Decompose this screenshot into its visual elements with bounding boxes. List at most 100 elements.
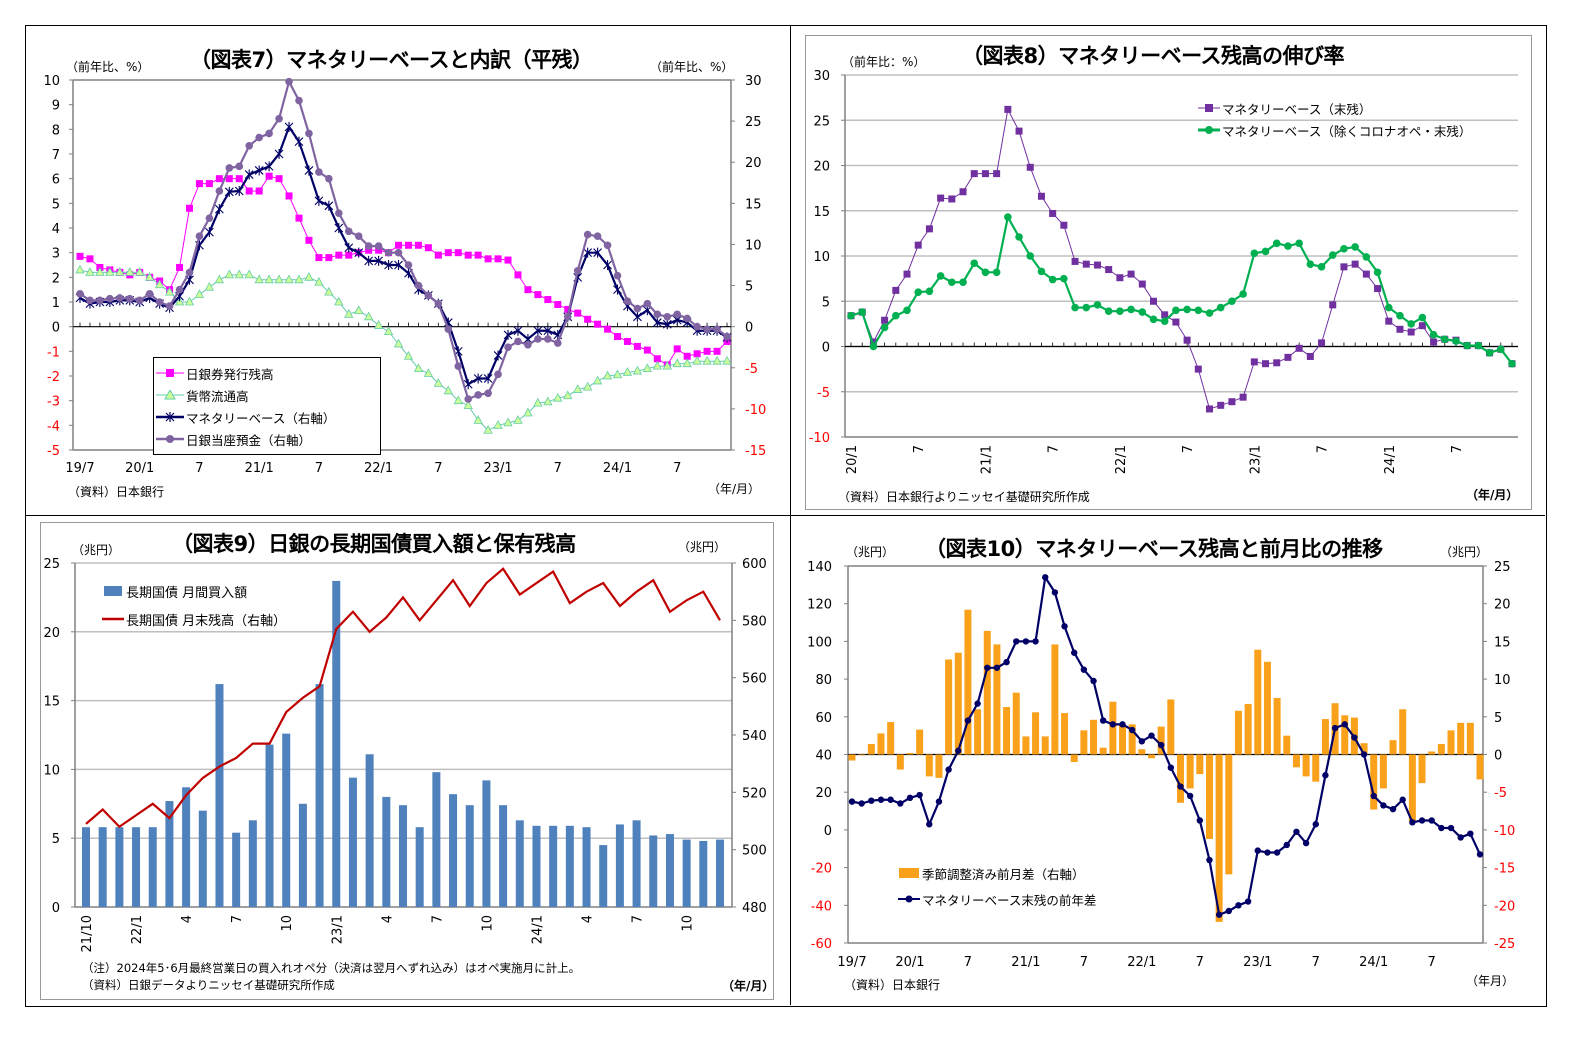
x-tick-label: 7: [554, 461, 562, 476]
y-right-tick-label: 520: [742, 786, 767, 801]
circle-marker: [1418, 817, 1426, 824]
legend-label: マネタリーベース（右軸）: [186, 410, 336, 426]
circle-marker: [945, 766, 952, 773]
circle-marker: [903, 306, 911, 315]
square-marker: [554, 300, 562, 308]
bar: [332, 580, 341, 907]
circle-marker: [1128, 726, 1136, 734]
bar: [1012, 692, 1020, 755]
square-marker: [1037, 192, 1045, 200]
triangle-marker: [722, 355, 732, 365]
circle-marker: [1429, 330, 1438, 339]
square-marker: [643, 346, 651, 354]
y-right-tick-label: 0: [745, 321, 753, 336]
star-marker: [254, 165, 264, 176]
star-marker: [314, 195, 324, 206]
square-marker: [514, 271, 522, 279]
triangle-marker: [194, 289, 205, 299]
bar: [945, 659, 953, 755]
circle-marker: [1447, 824, 1455, 832]
bar: [1437, 743, 1445, 755]
star-marker: [533, 325, 543, 336]
y-left-tick-label: 40: [815, 749, 832, 764]
circle-marker: [434, 299, 443, 308]
triangle-marker: [453, 395, 463, 405]
star-marker: [473, 373, 483, 384]
x-tick-label: 21/1: [1011, 955, 1040, 970]
square-marker: [1262, 360, 1270, 368]
square-marker: [1060, 221, 1068, 229]
circle-marker: [1254, 847, 1261, 854]
circle-marker: [1351, 734, 1358, 741]
y-left-tick-label: 140: [807, 560, 832, 575]
x-tick-label: 7: [195, 461, 203, 476]
bar: [1457, 722, 1465, 755]
circle-marker: [1250, 249, 1259, 258]
square-marker: [1105, 266, 1113, 274]
star-marker: [205, 227, 214, 238]
x-tick-label: 19/7: [837, 955, 866, 970]
circle-marker: [858, 800, 865, 807]
fig10-left-axis-unit: （兆円）: [846, 545, 895, 559]
x-tick-label: 23/1: [330, 915, 345, 944]
fig8-x-axis-unit: （年/月）: [1466, 488, 1519, 502]
square-marker: [534, 291, 542, 299]
bar: [82, 827, 90, 907]
legend-item: 日銀当座預金（右軸）: [156, 428, 370, 450]
triangle-marker: [105, 267, 115, 276]
circle-marker: [1467, 830, 1474, 837]
circle-marker: [1090, 677, 1097, 685]
circle-marker: [1409, 819, 1416, 826]
circle-marker: [1399, 796, 1406, 803]
bar: [935, 754, 943, 778]
bar: [699, 840, 708, 907]
bar: [1022, 736, 1030, 755]
triangle-marker: [344, 308, 354, 318]
triangle-marker: [294, 274, 304, 284]
y-right-tick-label: 25: [745, 115, 762, 130]
circle-marker: [1341, 721, 1348, 728]
bar: [1041, 736, 1049, 755]
circle-marker: [613, 271, 622, 280]
circle-marker: [1138, 738, 1146, 745]
square-marker: [295, 214, 303, 222]
bar: [382, 796, 391, 907]
y-left-tick-label: -60: [811, 937, 832, 952]
triangle-marker: [712, 355, 722, 365]
circle-marker: [1138, 308, 1147, 316]
circle-marker: [185, 268, 194, 277]
square-marker: [1385, 317, 1393, 325]
fig7-x-axis-unit: （年/月）: [708, 482, 761, 496]
legend-label: マネタリーベース（除くコロナオペ・末残）: [1222, 123, 1472, 139]
square-marker: [524, 286, 532, 294]
y-right-tick-label: 15: [745, 197, 762, 212]
circle-marker: [454, 362, 463, 370]
star-marker: [483, 373, 493, 384]
circle-marker: [285, 77, 293, 86]
triangle-marker: [125, 267, 135, 276]
bar: [1428, 751, 1436, 755]
circle-marker: [1360, 751, 1368, 758]
square-marker: [1329, 301, 1337, 309]
circle-marker: [1215, 911, 1223, 918]
square-marker: [76, 252, 84, 260]
circle-marker: [295, 96, 303, 105]
star-marker: [364, 255, 374, 266]
square-marker: [444, 249, 452, 257]
circle-marker: [926, 821, 933, 828]
square-marker: [1161, 311, 1169, 319]
x-tick-label: 4: [380, 915, 395, 923]
y-right-tick-label: 600: [742, 557, 767, 572]
circle-marker: [1082, 303, 1091, 312]
circle-marker: [1380, 802, 1387, 809]
y-right-tick-label: 10: [1494, 673, 1511, 688]
square-marker: [1430, 338, 1438, 346]
circle-marker: [1283, 841, 1290, 849]
fig9-title: （図表9）日銀の長期国債買入額と保有残高: [172, 532, 576, 556]
circle-marker: [1100, 717, 1107, 724]
bar: [1032, 712, 1040, 755]
bar: [1292, 754, 1300, 768]
circle-marker: [1080, 666, 1088, 673]
legend-label: マネタリーベース末残の前年差: [922, 892, 1097, 908]
circle-marker: [1225, 907, 1233, 915]
